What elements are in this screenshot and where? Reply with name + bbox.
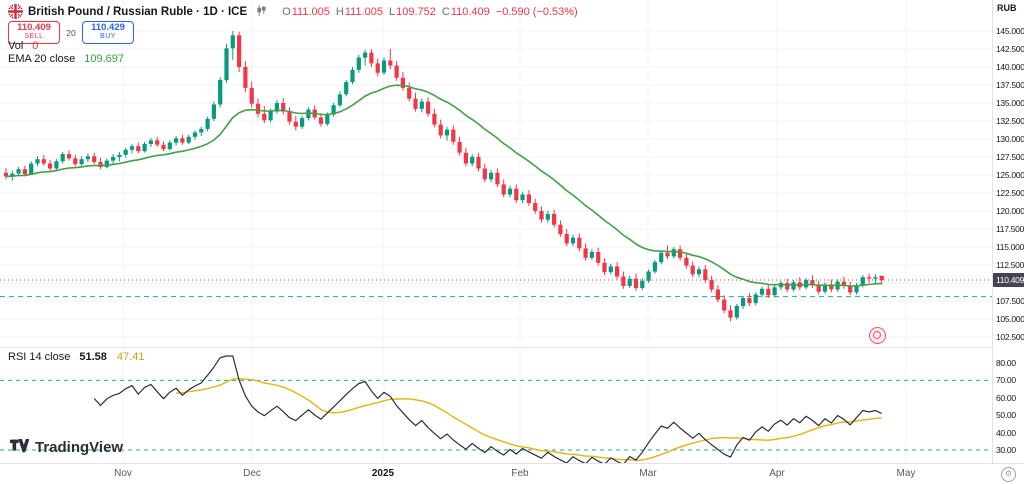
time-axis-label: Mar [639, 468, 657, 479]
sell-button[interactable]: 110.409 SELL [8, 21, 60, 45]
price-axis-label: 102.500 [996, 332, 1024, 342]
rsi-legend: RSI 14 close 51.58 47.41 [8, 351, 144, 363]
ohlc-pair: C110.409 [441, 5, 490, 18]
tradingview-logo-text: TradingView [35, 439, 124, 456]
gbp-flag-icon [8, 4, 23, 19]
chart-canvas[interactable] [0, 0, 992, 463]
price-axis-label: 105.000 [996, 314, 1024, 324]
price-axis-label: 137.500 [996, 80, 1024, 90]
price-axis-label: 130.000 [996, 134, 1024, 144]
emoji-sticker-icon[interactable] [869, 327, 886, 344]
symbol-legend: British Pound / Russian Ruble · 1D · ICE… [8, 4, 578, 19]
price-axis-label: 120.000 [996, 206, 1024, 216]
spread-value: 20 [66, 27, 76, 38]
sell-label: SELL [24, 33, 44, 41]
price-axis-label: 127.500 [996, 152, 1024, 162]
tradingview-mark-icon [10, 439, 29, 453]
price-axis-label: 135.000 [996, 98, 1024, 108]
price-axis-label: 132.500 [996, 116, 1024, 126]
price-axis-label: 142.500 [996, 44, 1024, 54]
price-axis-label: 122.500 [996, 188, 1024, 198]
buy-button[interactable]: 110.429 BUY [82, 21, 134, 45]
trade-widget: 110.409 SELL 20 110.429 BUY [8, 21, 134, 45]
price-axis-label: 112.500 [996, 260, 1024, 270]
tradingview-logo[interactable]: TradingView [10, 439, 123, 456]
symbol-title[interactable]: British Pound / Russian Ruble · 1D · ICE [28, 5, 248, 18]
rsi-value: 51.58 [79, 351, 107, 363]
ema-legend: EMA 20 close 109.697 [8, 53, 124, 65]
ohlc-change: −0.590 (−0.53%) [495, 5, 578, 18]
ema-value: 109.697 [84, 53, 125, 65]
volume-legend: Vol 0 [8, 40, 38, 52]
ohlc-pair: H111.005 [335, 5, 383, 18]
price-axis-label: 140.000 [996, 62, 1024, 72]
ohlc-pair: L109.752 [388, 5, 436, 18]
time-axis-label: Dec [243, 468, 261, 479]
volume-value: 0 [32, 40, 39, 52]
ohlc-pair: O111.005 [282, 5, 330, 18]
price-axis-label: 117.500 [996, 224, 1024, 234]
rsi-axis-label: 60.00 [996, 392, 1016, 403]
buy-price: 110.429 [91, 22, 125, 33]
rsi-axis-label: 30.00 [996, 445, 1016, 455]
price-axis-label: 115.000 [996, 242, 1024, 252]
currency-label: RUB [997, 3, 1017, 13]
volume-label: Vol [8, 40, 24, 52]
time-axis-label: 2025 [371, 468, 395, 479]
rsi-axis-label: 50.00 [996, 410, 1016, 421]
time-axis-label: Feb [511, 468, 529, 479]
buy-label: BUY [100, 33, 116, 41]
main-chart[interactable] [0, 0, 992, 463]
ema-label: EMA 20 close [8, 53, 76, 65]
rsi-axis-label: 70.00 [996, 375, 1016, 386]
rsi-ma-value: 47.41 [116, 351, 145, 363]
last-price-badge: 110.409 [993, 273, 1024, 288]
price-axis[interactable]: RUB 145.000 142.500 140.000 137.500 135.000 1… [992, 0, 1024, 463]
chart-type-icon[interactable] [256, 4, 267, 19]
time-axis[interactable]: ⚙ Nov Dec 2025 Feb Mar Apr May [0, 463, 1024, 484]
price-axis-label: 125.000 [996, 170, 1024, 180]
time-axis-label: May [896, 468, 916, 479]
time-axis-label: Nov [114, 468, 132, 479]
sell-price: 110.409 [17, 22, 51, 33]
price-axis-label: 107.500 [996, 296, 1024, 306]
rsi-axis-label: 80.00 [996, 358, 1016, 368]
ohlc-values: O111.005 H111.005 L109.752 C110.409 −0.590 (… [282, 6, 578, 18]
rsi-axis-label: 40.00 [996, 427, 1016, 438]
time-axis-label: Apr [769, 468, 785, 479]
rsi-label: RSI 14 close [8, 351, 71, 363]
scale-settings-icon[interactable]: ⚙ [1001, 467, 1016, 482]
price-axis-label: 145.000 [996, 26, 1024, 36]
